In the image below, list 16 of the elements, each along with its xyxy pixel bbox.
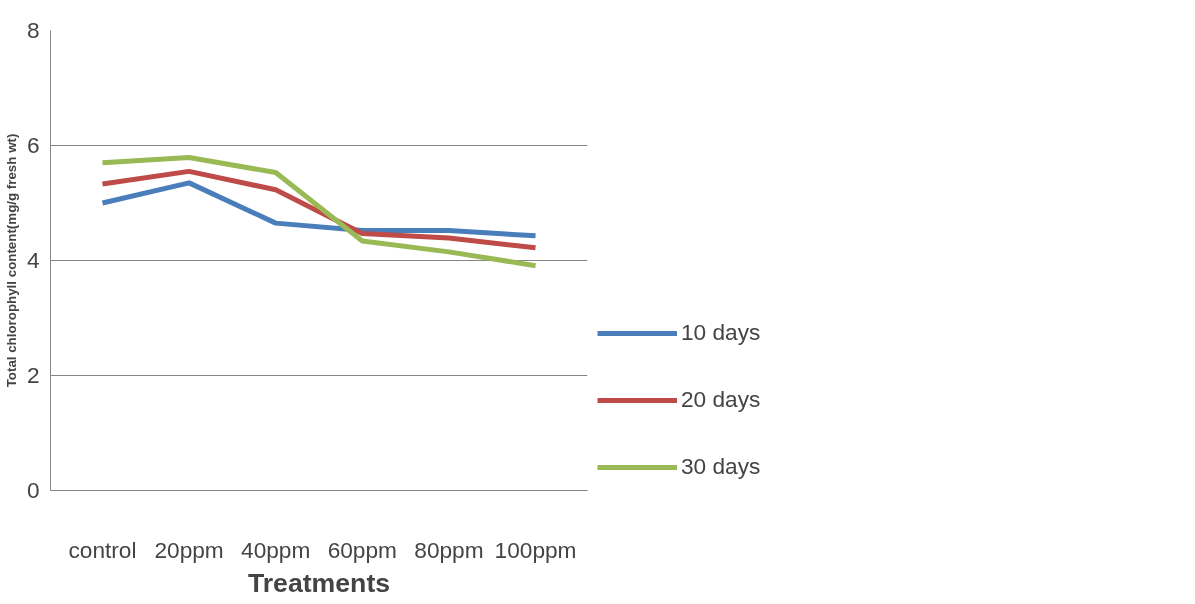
y-tick-label: 4 <box>26 247 40 273</box>
y-tick-label: 0 <box>26 477 40 503</box>
x-tick-label: control <box>68 536 137 563</box>
x-tick-label: 60ppm <box>327 536 397 563</box>
y-tick-label: 6 <box>26 132 40 158</box>
legend-label: 20 days <box>681 386 761 413</box>
legend-label: 10 days <box>681 319 761 346</box>
x-tick-label: 40ppm <box>241 536 311 563</box>
x-tick-label: 100ppm <box>494 536 577 563</box>
x-axis-title: Treatments <box>247 567 391 598</box>
y-tick-label: 8 <box>26 17 40 43</box>
y-axis-title: Total chlorophyll content(mg/g fresh wt) <box>3 133 19 388</box>
y-tick-label: 2 <box>26 362 40 388</box>
legend-label: 30 days <box>681 453 761 480</box>
x-tick-label: 20ppm <box>154 536 224 563</box>
x-tick-label: 80ppm <box>414 536 484 563</box>
